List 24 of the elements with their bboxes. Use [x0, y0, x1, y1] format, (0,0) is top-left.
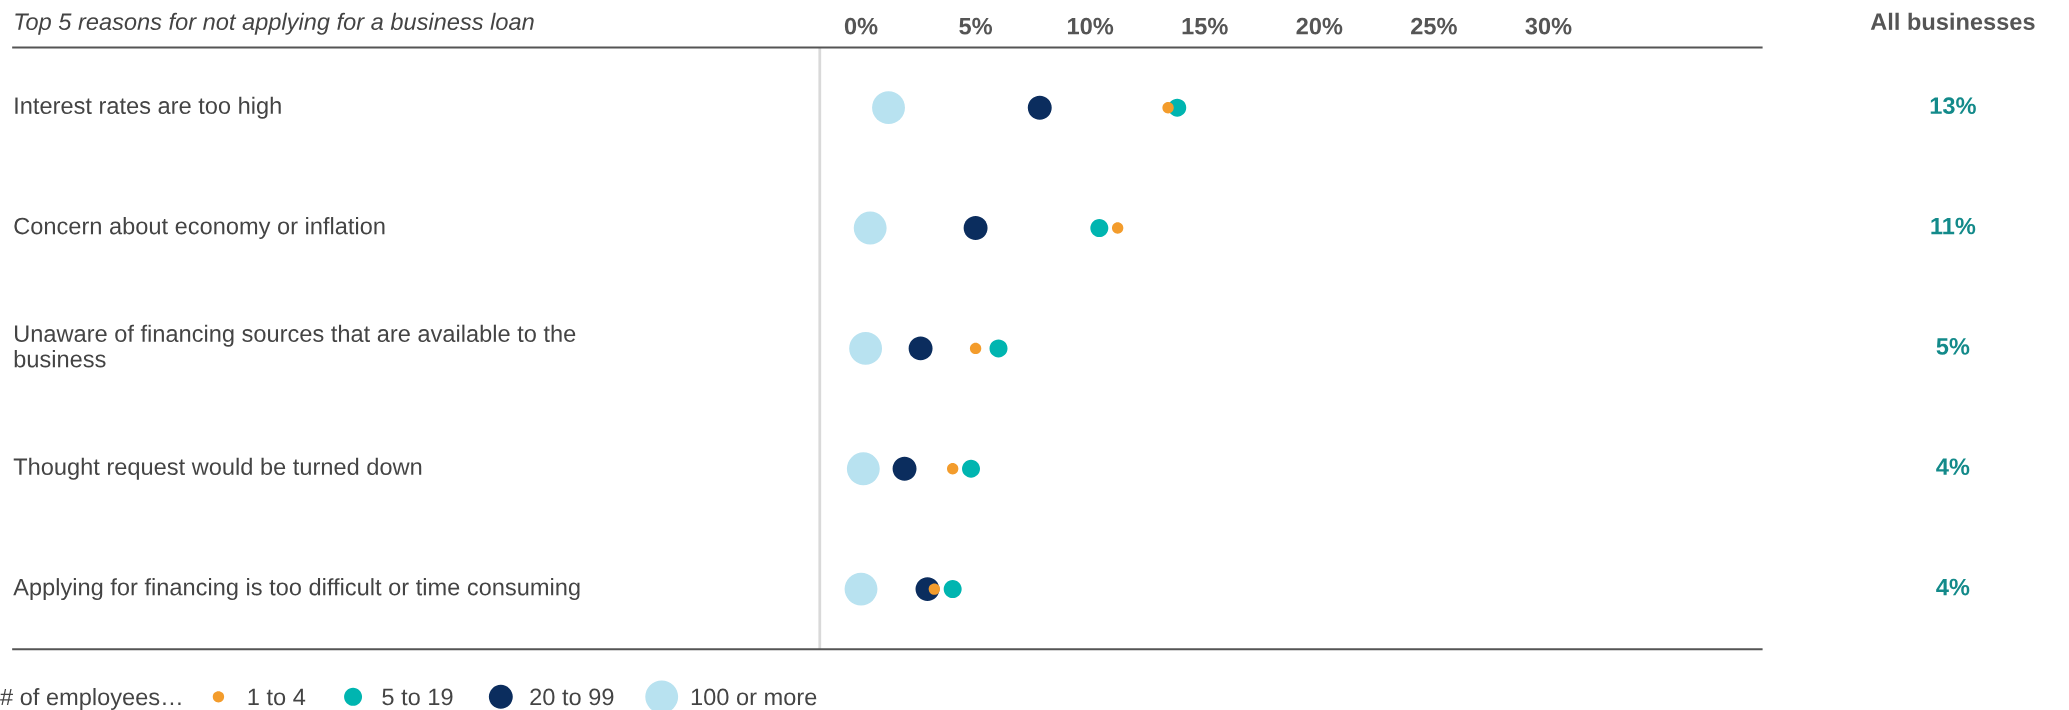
y-tick-label: Applying for financing is too difficult or time consuming	[13, 578, 580, 601]
y-tick-label: Thought request would be turned down	[13, 457, 422, 480]
legend-title: # of employees…	[0, 687, 181, 710]
y-tick-label: Concern about economy or inflation	[14, 217, 385, 240]
text: All businesses	[1870, 12, 2035, 31]
legend-label: 1 to 4	[248, 688, 306, 706]
x-tick-label: 5%	[959, 17, 993, 35]
x-tick-label: 10%	[1068, 17, 1114, 35]
x-tick-label: 30%	[1525, 17, 1572, 35]
x-tick-label: 20%	[1296, 17, 1343, 35]
text: 4%	[1936, 578, 1970, 596]
y-tick-label: Unaware of financing sources that are available to the business	[14, 324, 576, 368]
y-tick-label: Interest rates are too high	[15, 96, 281, 119]
x-tick-label: 0%	[844, 17, 878, 35]
x-tick-label: 15%	[1182, 17, 1228, 35]
text: 11%	[1931, 217, 1976, 235]
chart-title: Top 5 reasons for not applying for a business loan	[15, 12, 534, 35]
legend-label: 20 to 99	[530, 688, 614, 706]
text: 4%	[1936, 458, 1970, 476]
x-tick-label: 25%	[1411, 17, 1457, 35]
legend-label: 5 to 19	[382, 688, 453, 706]
text: 13%	[1930, 97, 1976, 115]
text: 5%	[1936, 338, 1970, 355]
legend-label: 100 or more	[691, 688, 817, 706]
